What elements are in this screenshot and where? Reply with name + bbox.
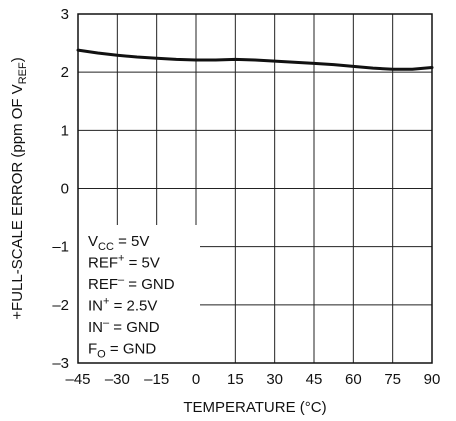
x-tick-label: 15	[227, 371, 244, 388]
x-tick-label: 45	[306, 371, 323, 388]
x-tick-label: –45	[65, 371, 90, 388]
y-tick-labels: 3 2 1 0 –1 –2 –3	[52, 6, 69, 372]
x-tick-label: 30	[266, 371, 283, 388]
y-tick-label: 2	[61, 64, 69, 81]
condition-line: REF+ = 5V	[88, 253, 160, 272]
x-tick-labels: –45 –30 –15 0 15 30 45 60 75 90	[65, 371, 440, 388]
x-axis-label: TEMPERATURE (°C)	[183, 399, 326, 416]
y-tick-label: –3	[52, 355, 69, 372]
x-tick-label: 60	[345, 371, 362, 388]
condition-line: IN– = GND	[88, 317, 160, 336]
conditions-box-background	[78, 225, 200, 363]
y-axis-label-main: +FULL-SCALE ERROR (ppm OF V	[9, 84, 26, 319]
x-axis-label-unit: °C	[305, 399, 322, 416]
x-tick-label: –30	[105, 371, 130, 388]
y-axis-label-sub: REF	[17, 62, 29, 84]
x-axis-label-main: TEMPERATURE (	[183, 399, 304, 416]
y-tick-label: –1	[52, 239, 69, 256]
x-axis-label-end: )	[322, 399, 327, 416]
y-tick-label: –2	[52, 297, 69, 314]
y-axis-label: +FULL-SCALE ERROR (ppm OF VREF)	[9, 57, 29, 319]
condition-line: FO = GND	[88, 341, 156, 361]
x-tick-label: –15	[144, 371, 169, 388]
x-tick-label: 75	[384, 371, 401, 388]
condition-line: IN+ = 2.5V	[88, 296, 157, 315]
condition-line: VCC = 5V	[88, 233, 149, 253]
condition-line: REF– = GND	[88, 274, 175, 293]
plot-frame	[77, 13, 433, 364]
x-tick-label: 0	[192, 371, 200, 388]
y-tick-label: 1	[61, 122, 69, 139]
y-tick-label: 3	[61, 6, 69, 23]
series-line	[76, 48, 434, 71]
y-tick-label: 0	[61, 181, 69, 198]
x-tick-label: 90	[424, 371, 441, 388]
y-axis-label-end: )	[9, 57, 26, 62]
